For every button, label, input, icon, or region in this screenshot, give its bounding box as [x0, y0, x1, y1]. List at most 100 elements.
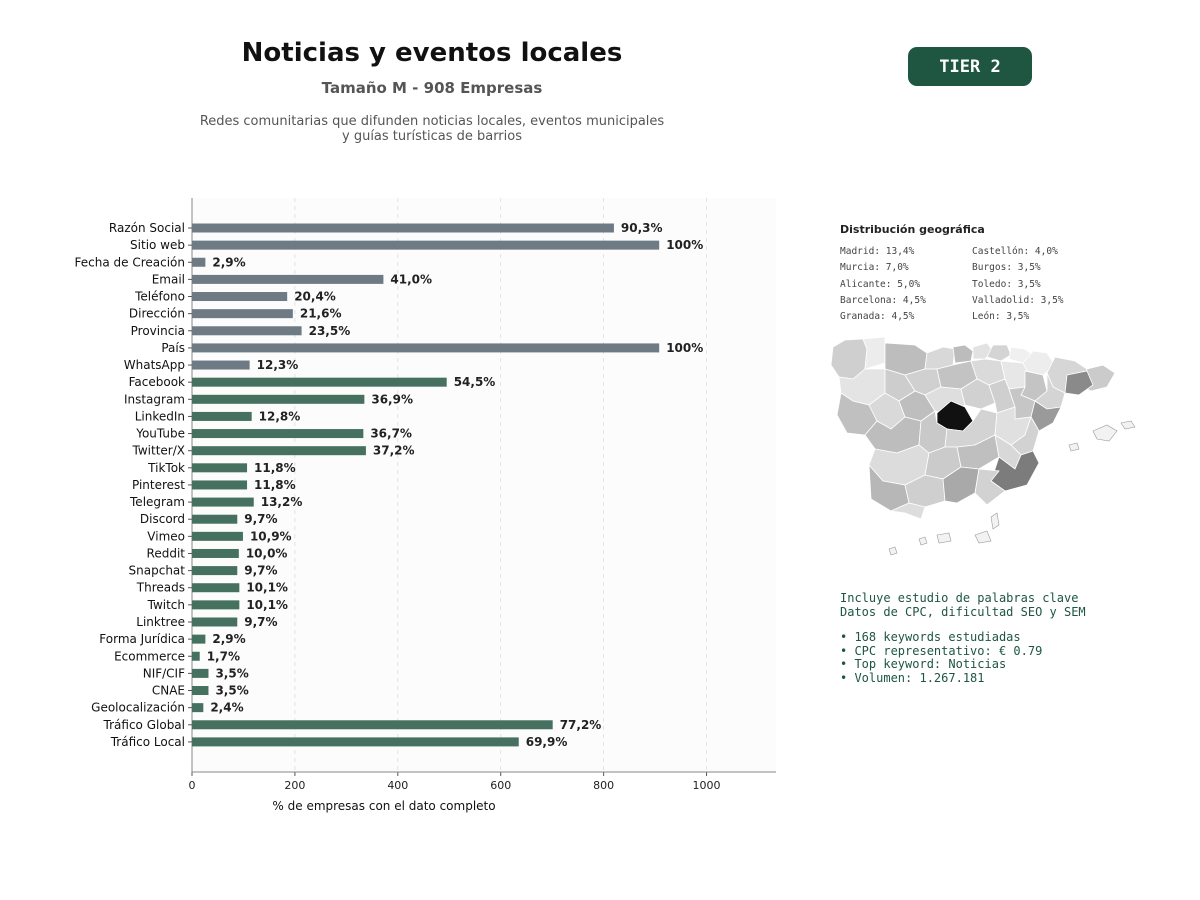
bar [192, 343, 660, 353]
bar [192, 377, 447, 387]
geo-item: Granada: 4,5% [840, 311, 915, 323]
category-label: Linktree [136, 615, 185, 629]
geo-item: Barcelona: 4,5% [840, 294, 926, 306]
bar [192, 548, 239, 558]
geo-item: Murcia: 7,0% [840, 262, 909, 274]
data-label: 1,7% [207, 649, 240, 663]
x-axis-label: % de empresas con el dato completo [272, 799, 495, 813]
keyword-bullet: • 168 keywords estudiadas [840, 630, 1021, 644]
data-label: 11,8% [254, 461, 296, 475]
data-label: 100% [666, 341, 703, 355]
category-label: Razón Social [109, 221, 185, 235]
data-label: 9,7% [244, 512, 277, 526]
page-subtitle: Tamaño M - 908 Empresas [321, 79, 543, 97]
data-label: 2,4% [210, 701, 243, 715]
category-label: Twitter/X [132, 444, 185, 458]
bar [192, 240, 660, 250]
data-label: 100% [666, 238, 703, 252]
data-label: 10,1% [246, 598, 288, 612]
category-label: Forma Jurídica [99, 632, 185, 646]
category-label: Provincia [131, 324, 185, 338]
bar [192, 326, 302, 336]
bar-chart: 0 200 400 600 800 1000 Razón Social 90,3% Sitio … [75, 198, 776, 813]
bar [192, 309, 293, 319]
category-label: Facebook [129, 375, 185, 389]
geo-item: Castellón: 4,0% [972, 246, 1058, 257]
category-label: Pinterest [132, 478, 185, 492]
bar [192, 737, 519, 747]
bar [192, 497, 254, 507]
bar [192, 480, 248, 490]
description-line-1: Redes comunitarias que difunden noticias… [199, 114, 665, 129]
category-label: WhatsApp [124, 358, 185, 372]
geo-item: León: 3,5% [972, 311, 1030, 323]
category-label: País [161, 341, 185, 355]
bar [192, 668, 209, 678]
category-label: NIF/CIF [143, 666, 185, 680]
bar [192, 292, 288, 302]
data-label: 9,7% [244, 615, 277, 629]
geo-item: Alicante: 5,0% [840, 278, 921, 290]
data-label: 3,5% [215, 666, 248, 680]
bar [192, 583, 240, 593]
data-label: 23,5% [309, 324, 351, 338]
bar [192, 634, 206, 644]
keywords-line-1: Incluye estudio de palabras clave [840, 591, 1079, 605]
data-label: 54,5% [454, 375, 496, 389]
bar [192, 651, 200, 661]
bar [192, 274, 384, 284]
geo-list: Madrid: 13,4% Castellón: 4,0% Murcia: 7,… [840, 246, 1100, 327]
x-tick-label: 800 [593, 779, 614, 792]
bar [192, 394, 365, 404]
category-label: TikTok [147, 461, 185, 475]
geo-title: Distribución geográfica [840, 223, 985, 236]
geo-item: Toledo: 3,5% [972, 278, 1041, 290]
keyword-bullet: • Volumen: 1.267.181 [840, 670, 985, 685]
spain-map [830, 336, 1136, 556]
bar [192, 514, 238, 524]
data-label: 12,3% [257, 358, 299, 372]
page-description: Redes comunitarias que difunden noticias… [182, 114, 682, 144]
data-label: 3,5% [215, 684, 248, 698]
category-label: Ecommerce [114, 649, 185, 663]
geo-item: Madrid: 13,4% [840, 246, 915, 257]
data-label: 20,4% [294, 290, 336, 304]
x-tick-label: 600 [490, 779, 511, 792]
bar [192, 257, 206, 267]
category-label: Tráfico Local [110, 735, 185, 749]
category-label: Instagram [124, 392, 185, 406]
keywords-line-2: Datos de CPC, dificultad SEO y SEM [840, 604, 1086, 619]
data-label: 36,7% [370, 427, 412, 441]
bar [192, 703, 204, 713]
keyword-bullet: • CPC representativo: € 0.79 [840, 643, 1043, 658]
data-label: 37,2% [373, 444, 415, 458]
bar [192, 531, 243, 541]
category-label: Telegram [129, 495, 185, 509]
keywords-panel: Incluye estudio de palabras clave Datos … [840, 591, 1086, 685]
data-label: 10,0% [246, 546, 288, 560]
x-tick-label: 200 [284, 779, 305, 792]
category-label: Threads [136, 581, 185, 595]
x-tick-label: 400 [387, 779, 408, 792]
category-label: Tráfico Global [103, 718, 185, 732]
category-label: Sitio web [130, 238, 185, 252]
x-tick-label: 1000 [693, 779, 721, 792]
category-label: Reddit [147, 546, 186, 560]
category-label: Email [152, 272, 185, 286]
data-label: 21,6% [300, 307, 342, 321]
category-label: Teléfono [134, 290, 185, 304]
bar [192, 429, 364, 439]
bar [192, 617, 238, 627]
plot-area [192, 198, 776, 772]
bar [192, 720, 553, 730]
geo-item: Valladolid: 3,5% [972, 294, 1064, 306]
category-label: Dirección [129, 307, 185, 321]
data-label: 90,3% [621, 221, 663, 235]
x-tick-label: 0 [189, 779, 196, 792]
data-label: 12,8% [259, 409, 301, 423]
category-label: Discord [140, 512, 185, 526]
category-label: CNAE [152, 684, 185, 698]
bar [192, 411, 252, 421]
tier-badge: TIER 2 [908, 47, 1032, 86]
keyword-bullet: • Top keyword: Noticias [840, 657, 1007, 671]
